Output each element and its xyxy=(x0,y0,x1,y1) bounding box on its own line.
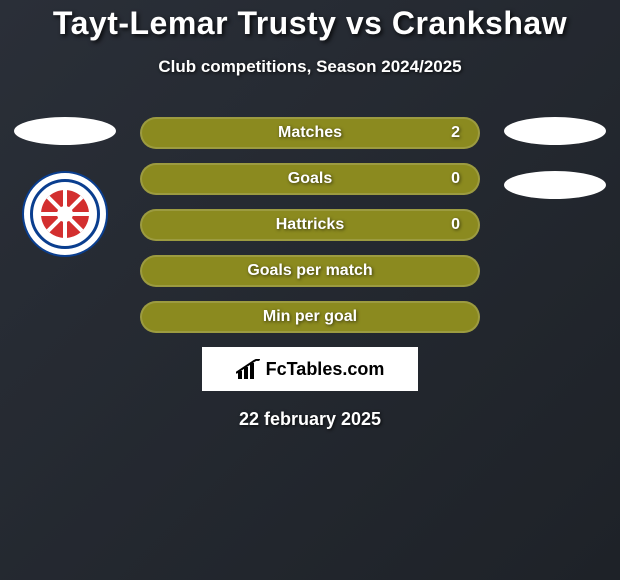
stat-label: Hattricks xyxy=(142,216,478,234)
stat-bar-min-per-goal: Min per goal xyxy=(140,301,480,333)
stat-right-value: 2 xyxy=(451,124,460,142)
left-player-badges xyxy=(10,117,120,257)
right-player-badges xyxy=(500,117,610,225)
stat-bars-container: Matches 2 Goals 0 Hattricks 0 Goals per … xyxy=(140,117,480,333)
comparison-content: Matches 2 Goals 0 Hattricks 0 Goals per … xyxy=(0,117,620,430)
stat-right-value: 0 xyxy=(451,170,460,188)
stat-label: Goals xyxy=(142,170,478,188)
watermark-text: FcTables.com xyxy=(266,359,385,380)
stat-right-value: 0 xyxy=(451,216,460,234)
comparison-title: Tayt-Lemar Trusty vs Crankshaw xyxy=(0,5,620,42)
stat-bar-goals: Goals 0 xyxy=(140,163,480,195)
club-badge-hartlepool xyxy=(22,171,108,257)
watermark-box: FcTables.com xyxy=(202,347,418,391)
stat-label: Min per goal xyxy=(142,308,478,326)
chart-icon xyxy=(236,359,260,379)
club-badge-ring xyxy=(30,179,100,249)
club-wheel-icon xyxy=(41,190,89,238)
stat-bar-matches: Matches 2 xyxy=(140,117,480,149)
player-placeholder-oval xyxy=(504,117,606,145)
stat-bar-hattricks: Hattricks 0 xyxy=(140,209,480,241)
stat-bar-goals-per-match: Goals per match xyxy=(140,255,480,287)
stat-label: Goals per match xyxy=(142,262,478,280)
stat-label: Matches xyxy=(142,124,478,142)
date-text: 22 february 2025 xyxy=(0,409,620,430)
season-subtitle: Club competitions, Season 2024/2025 xyxy=(0,57,620,77)
club-placeholder-oval xyxy=(504,171,606,199)
player-placeholder-oval xyxy=(14,117,116,145)
